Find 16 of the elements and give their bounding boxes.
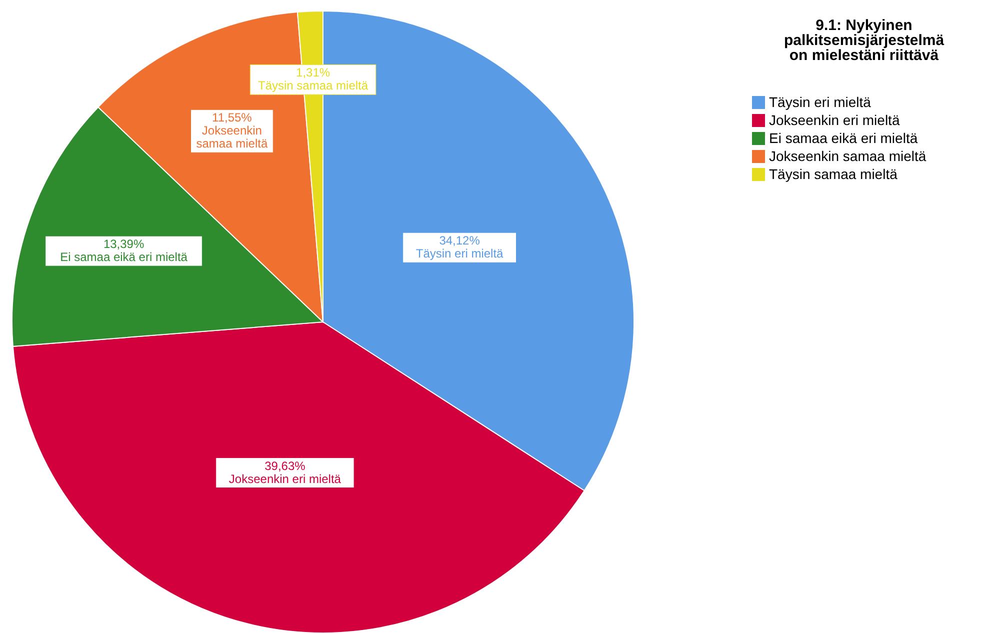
slice-label: Ei samaa eikä eri mieltä [60, 250, 188, 264]
legend-label: Jokseenkin eri mieltä [769, 112, 900, 128]
slice-label: Täysin eri mieltä [416, 246, 504, 261]
legend-label: Jokseenkin samaa mieltä [769, 148, 926, 164]
data-label: 11,55% [212, 110, 252, 125]
data-label: 13,39% [103, 237, 144, 252]
slice-label: Jokseenkin eri mieltä [228, 472, 342, 486]
data-label: 1,31% [296, 66, 330, 80]
data-label: 39,63% [264, 458, 306, 473]
slice-label: Täysin samaa mieltä [258, 78, 368, 93]
slice-label: Jokseenkin samaa mieltä [196, 124, 268, 151]
legend-label: Täysin eri mieltä [769, 94, 872, 110]
legend-label: Ei samaa eikä eri mieltä [769, 130, 918, 146]
legend-label: Täysin samaa mieltä [769, 166, 898, 182]
legend-title: 9.1: Nykyinen palkitsemisjärjestelmä on mielestäni riittävä [784, 17, 945, 64]
data-label: 34,12% [439, 234, 480, 248]
